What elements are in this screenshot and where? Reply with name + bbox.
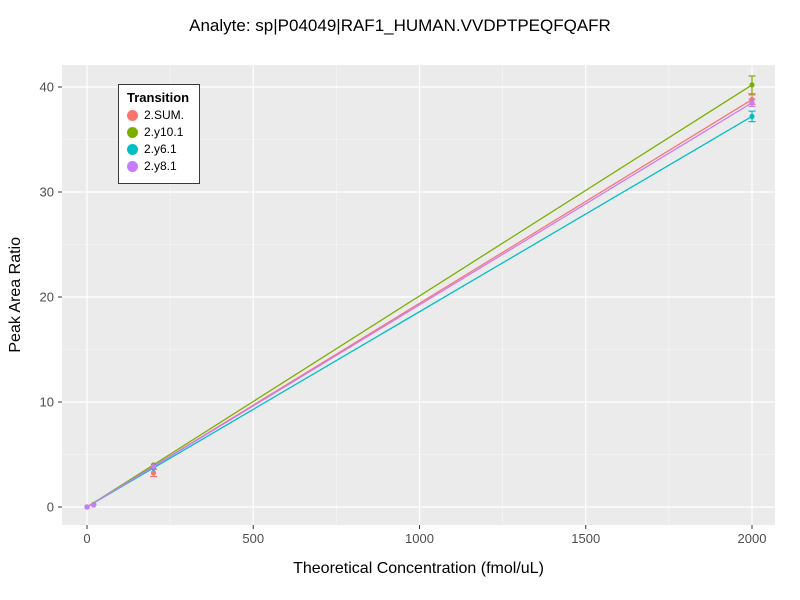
- x-tick-label: 0: [83, 531, 90, 546]
- x-tick-label: 1500: [571, 531, 600, 546]
- chart-title: Analyte: sp|P04049|RAF1_HUMAN.VVDPTPEQFQ…: [189, 16, 611, 35]
- legend-marker-icon: [127, 143, 138, 155]
- x-axis-title: Theoretical Concentration (fmol/uL): [293, 560, 544, 577]
- legend-item-label: 2.SUM.: [144, 108, 185, 122]
- x-tick-label: 1000: [405, 531, 434, 546]
- data-point: [749, 100, 755, 106]
- legend-title: Transition: [127, 90, 190, 105]
- legend-marker-icon: [127, 109, 138, 121]
- legend-item-label: 2.y8.1: [144, 159, 177, 173]
- legend-item: 2.SUM.: [127, 108, 189, 122]
- legend-marker-icon: [127, 126, 138, 138]
- y-tick-label: 40: [40, 80, 54, 95]
- legend-item-label: 2.y6.1: [144, 142, 177, 156]
- data-point: [84, 504, 90, 510]
- legend-item: 2.y10.1: [127, 125, 189, 139]
- y-tick-label: 30: [40, 185, 54, 200]
- legend-items: 2.SUM. 2.y10.1 2.y6.1 2.y8.1: [127, 108, 189, 173]
- x-tick-label: 500: [242, 531, 264, 546]
- legend-item-label: 2.y10.1: [144, 125, 184, 139]
- y-tick-label: 0: [47, 500, 54, 515]
- data-point: [150, 463, 157, 470]
- series-line: [86, 115, 753, 508]
- data-point: [150, 470, 157, 476]
- series-line: [86, 102, 753, 508]
- legend-box: Transition 2.SUM. 2.y10.1 2.y6.1 2.y8.1: [118, 84, 201, 184]
- y-tick-label: 10: [40, 395, 54, 410]
- data-point: [749, 82, 755, 88]
- y-tick-label: 20: [40, 290, 54, 305]
- series-line: [86, 84, 753, 508]
- legend-item: 2.y8.1: [127, 159, 189, 173]
- legend-item: 2.y6.1: [127, 142, 189, 156]
- data-point: [91, 502, 97, 508]
- x-tick-label: 2000: [738, 531, 767, 546]
- data-point: [749, 113, 755, 119]
- legend-marker-icon: [127, 160, 138, 172]
